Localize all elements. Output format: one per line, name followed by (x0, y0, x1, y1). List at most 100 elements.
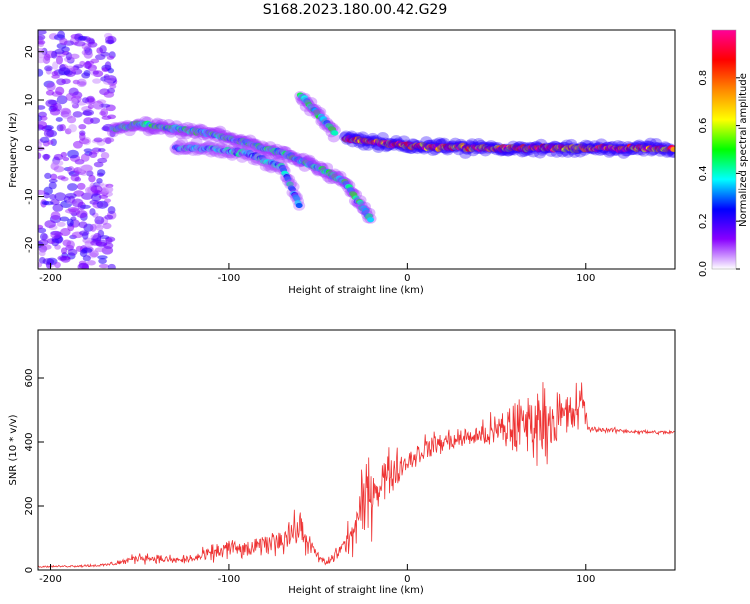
heatmap-cell (87, 41, 98, 48)
heatmap-cell (105, 237, 113, 244)
snr-x-ticks: -200 -100 0 100 (39, 564, 595, 585)
heatmap-cell (104, 61, 112, 71)
heatmap-cell (60, 255, 71, 263)
heatmap-cell (39, 136, 50, 143)
colorbar-tick-label: 0.6 (698, 118, 709, 134)
heatmap-cell (96, 172, 104, 177)
heatmap-cell (59, 124, 66, 132)
heatmap-cell (55, 55, 63, 65)
heatmap-cell (94, 247, 107, 253)
heatmap-cell (57, 175, 66, 180)
heatmap-cell (54, 261, 61, 269)
heatmap-cell (103, 91, 115, 98)
heatmap-cell (86, 260, 96, 266)
heatmap-cell (73, 41, 86, 47)
heatmap-cell (78, 35, 88, 41)
heatmap-frame (37, 29, 676, 270)
heatmap-cell (76, 210, 88, 219)
heatmap-cell (79, 204, 91, 209)
heatmap-cell (295, 202, 303, 209)
heatmap-cell (44, 65, 53, 72)
y-tick-label: -10 (24, 188, 35, 204)
heatmap-cell (38, 239, 49, 246)
heatmap-cell (293, 196, 301, 202)
heatmap-cell (76, 182, 86, 190)
heatmap-cell (100, 108, 109, 117)
y-tick-label: 0 (24, 145, 35, 151)
colorbar: 0.0 0.2 0.4 0.6 0.8 Normalized spectral ampl… (698, 29, 749, 277)
heatmap-cell (101, 115, 112, 120)
snr-frame (37, 329, 676, 571)
heatmap-cell (88, 174, 96, 183)
heatmap-cell (99, 45, 107, 54)
heatmap-cell (78, 81, 87, 86)
heatmap-cell (98, 263, 109, 269)
heatmap-cell (81, 192, 94, 200)
x-tick-label: -100 (218, 574, 241, 585)
heatmap-cell (38, 224, 44, 230)
heatmap-cell (61, 78, 71, 85)
y-tick-label: 10 (24, 94, 35, 107)
heatmap-cell (60, 247, 68, 255)
heatmap-cell (59, 64, 66, 72)
heatmap-cell (98, 103, 111, 108)
heatmap-cell (56, 95, 68, 105)
y-tick-label: 600 (24, 368, 35, 387)
y-tick-label: 20 (24, 45, 35, 58)
heatmap-cell (43, 129, 55, 138)
heatmap-y-label: Frequency (Hz) (8, 112, 19, 188)
heatmap-y-ticks: -20 -10 0 10 20 (24, 45, 44, 253)
heatmap-cell (376, 132, 389, 143)
colorbar-tick-label: 0.0 (698, 261, 709, 277)
heatmap-cell (78, 221, 88, 229)
heatmap-cell (42, 258, 55, 265)
y-tick-label: 0 (24, 567, 35, 573)
heatmap-cell (38, 142, 43, 147)
heatmap-cell (94, 54, 106, 61)
heatmap-cell (40, 244, 52, 251)
heatmap-cell (38, 189, 46, 196)
heatmap-cell (78, 124, 87, 130)
heatmap-cell (79, 230, 90, 236)
heatmap-cell (104, 214, 114, 220)
heatmap-cell (92, 103, 102, 109)
heatmap-cell (88, 151, 98, 158)
heatmap-cell (38, 250, 46, 257)
heatmap-cell (50, 231, 62, 239)
heatmap-cell (109, 84, 117, 89)
heatmap-cell (142, 126, 155, 137)
heatmap-cell (98, 194, 109, 199)
heatmap-cell (357, 200, 365, 206)
x-tick-label: 100 (576, 574, 595, 585)
colorbar-tick-label: 0.8 (698, 70, 709, 86)
heatmap-cell (74, 177, 82, 182)
x-tick-label: -100 (218, 273, 241, 284)
heatmap-cell (38, 152, 42, 160)
heatmap-cell (38, 262, 43, 268)
heatmap-cell (52, 203, 64, 212)
heatmap-cell (43, 153, 50, 161)
heatmap-cell (107, 263, 116, 269)
heatmap-cell (105, 248, 113, 254)
heatmap-cell (367, 217, 375, 223)
heatmap-cell (331, 130, 339, 136)
heatmap-cell (59, 216, 69, 222)
heatmap-cell (60, 227, 71, 237)
heatmap-cell (72, 79, 80, 85)
heatmap-cell (96, 200, 109, 209)
heatmap-cell (99, 235, 110, 240)
heatmap-cell (87, 104, 94, 110)
heatmap-cell (97, 255, 108, 260)
heatmap-cell (107, 67, 115, 74)
heatmap-cell (78, 166, 86, 173)
heatmap-cell (97, 157, 108, 164)
heatmap-cell (66, 240, 75, 249)
heatmap-cell (50, 173, 58, 181)
heatmap-cell (54, 48, 65, 55)
colorbar-tick-label: 0.2 (698, 213, 709, 229)
heatmap-cell (89, 208, 96, 216)
heatmap-cell (80, 153, 90, 162)
heatmap-cell (70, 66, 78, 73)
heatmap-cell (92, 70, 99, 75)
